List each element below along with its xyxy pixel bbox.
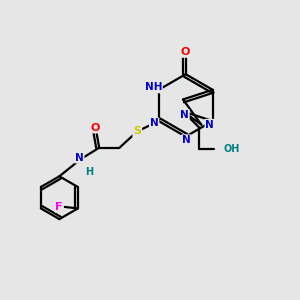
Text: N: N bbox=[75, 153, 84, 163]
Text: N: N bbox=[205, 120, 214, 130]
Text: N: N bbox=[150, 118, 159, 128]
Text: O: O bbox=[181, 47, 190, 57]
Text: F: F bbox=[56, 202, 63, 212]
Text: S: S bbox=[133, 126, 141, 136]
Text: H: H bbox=[85, 167, 93, 176]
Text: O: O bbox=[91, 123, 100, 133]
Text: NH: NH bbox=[145, 82, 162, 92]
Text: N: N bbox=[182, 135, 190, 145]
Text: OH: OH bbox=[223, 143, 239, 154]
Text: N: N bbox=[180, 110, 189, 120]
